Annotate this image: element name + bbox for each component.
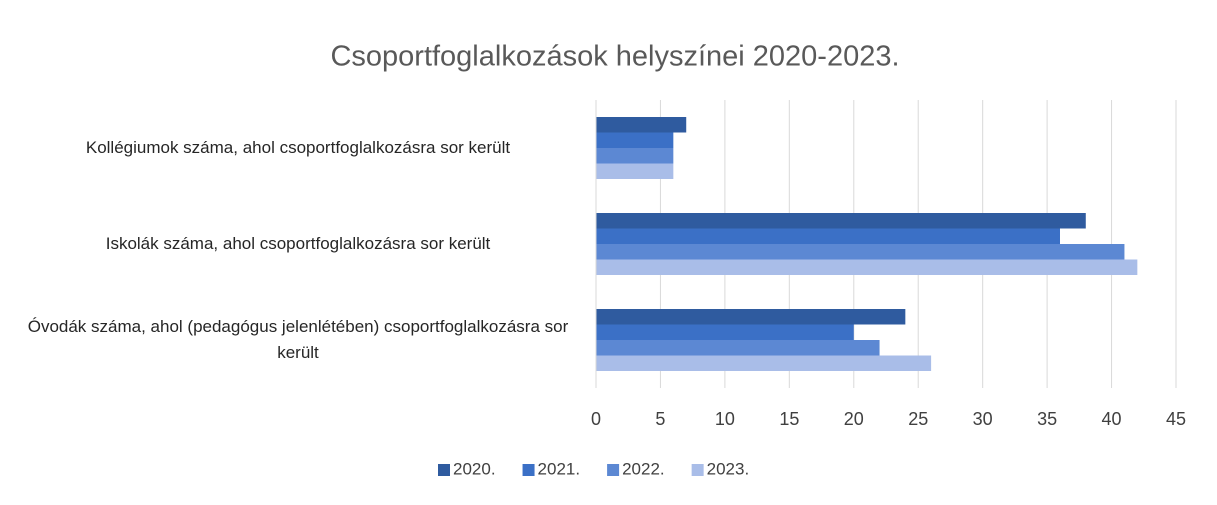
- bar: [596, 259, 1138, 275]
- legend-label: 2020.: [453, 459, 496, 478]
- x-tick-label: 10: [715, 409, 735, 429]
- y-tick-label: Kollégiumok száma, ahol csoportfoglalkoz…: [85, 138, 511, 157]
- y-tick-label: Iskolák száma, ahol csoportfoglalkozásra…: [105, 234, 491, 253]
- legend-label: 2023.: [707, 459, 750, 478]
- x-tick-label: 30: [973, 409, 993, 429]
- x-tick-label: 5: [655, 409, 665, 429]
- chart-title: Csoportfoglalkozások helyszínei 2020-202…: [330, 41, 899, 73]
- legend-swatch: [522, 464, 535, 476]
- legend-swatch: [438, 464, 450, 476]
- x-tick-label: 45: [1166, 409, 1186, 429]
- legend-label: 2021.: [538, 459, 581, 478]
- bar: [596, 228, 1060, 244]
- bar: [596, 213, 1086, 229]
- x-tick-label: 25: [908, 409, 928, 429]
- bar: [596, 355, 932, 371]
- x-tick-label: 20: [844, 409, 864, 429]
- legend-label: 2022.: [622, 459, 665, 478]
- bar: [596, 324, 854, 340]
- bar: [596, 340, 880, 356]
- bar: [596, 309, 906, 325]
- bar: [596, 148, 674, 164]
- bar: [596, 117, 687, 133]
- x-tick-label: 15: [779, 409, 799, 429]
- legend-swatch: [607, 464, 620, 476]
- x-tick-label: 0: [591, 409, 601, 429]
- bar: [596, 244, 1125, 260]
- x-tick-label: 40: [1102, 409, 1122, 429]
- y-tick-label: Óvodák száma, ahol (pedagógus jelenlétéb…: [27, 317, 569, 362]
- bar: [596, 163, 674, 179]
- legend-swatch: [691, 464, 704, 476]
- bar: [596, 132, 674, 148]
- x-tick-label: 35: [1037, 409, 1057, 429]
